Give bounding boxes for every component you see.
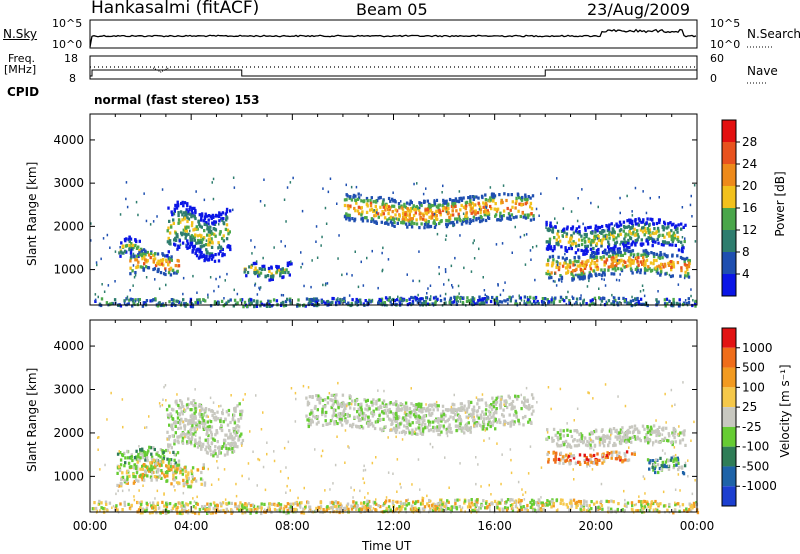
colorbar-tick-label: 8	[742, 245, 750, 259]
colorbar-segment	[722, 120, 736, 142]
colorbar-segment	[722, 367, 736, 388]
colorbar-segment	[722, 164, 736, 186]
echo-region-8	[545, 248, 691, 282]
noise-panel-frame	[89, 19, 698, 49]
colorbar-segment	[722, 230, 736, 252]
freq-tick-low: 8	[69, 72, 76, 85]
freq-unit-label: [MHz]	[4, 63, 37, 76]
colorbar-segment	[722, 142, 736, 164]
echo-region-4	[165, 397, 245, 458]
colorbar-velocity: 1000 500 100 25 -25 -100 -500 -1000	[721, 327, 777, 507]
nsearch-label: N.Search	[747, 27, 800, 41]
echo-region-7	[545, 424, 687, 450]
y-tick-label: 1000	[53, 469, 84, 483]
x-tick-label: 00:00	[680, 519, 715, 533]
power-colorbar-label: Power [dB]	[773, 171, 787, 237]
speckle	[90, 176, 697, 307]
y-tick-label: 2000	[53, 426, 84, 440]
colorbar-segment	[722, 252, 736, 274]
colorbar-tick-label: 24	[742, 157, 757, 171]
colorbar-segment	[722, 446, 736, 467]
nave-label: Nave	[747, 64, 778, 78]
nsearch-tick-high: 10^5	[710, 17, 741, 30]
colorbar-segment	[722, 186, 736, 208]
panel-velocity: 1000 2000 3000 4000	[53, 319, 700, 516]
colorbar-segment	[722, 347, 736, 368]
beam-title: Beam 05	[356, 0, 428, 19]
velocity-ylabel: Slant Range [km]	[25, 367, 39, 472]
frequency-line	[90, 69, 697, 77]
x-tick-label: 12:00	[376, 519, 411, 533]
echo-region-4	[166, 200, 232, 263]
x-tick-label: 08:00	[275, 519, 310, 533]
cpid-mode-text: normal (fast stereo) 153	[94, 93, 260, 107]
colorbar-tick-label: 500	[742, 361, 765, 375]
colorbar-power: 4 8 12 16 20 24 28	[721, 119, 757, 297]
station-title: Hankasalmi (fitACF)	[91, 0, 260, 18]
freq-label: Freq.	[8, 52, 36, 65]
colorbar-segment	[722, 208, 736, 230]
panel-power: 1000 2000 3000 4000	[53, 113, 698, 309]
colorbar-tick-label: 12	[742, 223, 757, 237]
colorbar-tick-label: -500	[742, 459, 769, 473]
colorbar-tick-label: 100	[742, 380, 765, 394]
freq-tick-high: 18	[64, 52, 78, 65]
colorbar-tick-label: 25	[742, 400, 757, 414]
nsearch-tick-low: 10^0	[710, 38, 741, 51]
echo-region-5	[243, 261, 293, 282]
colorbar-tick-label: 20	[742, 179, 757, 193]
x-tick-label: 04:00	[174, 519, 209, 533]
echo-region-6	[546, 450, 636, 466]
x-axis-title: Time UT	[362, 539, 412, 553]
nave-tick-high: 60	[710, 52, 724, 65]
colorbar-tick-label: -25	[742, 420, 762, 434]
colorbar-tick-label: -1000	[742, 479, 777, 493]
colorbar-segment	[722, 407, 736, 427]
echo-region-8	[646, 455, 687, 476]
velocity-colorbar-label: Velocity [m s⁻¹]	[778, 364, 792, 458]
echo-region-6	[343, 192, 535, 230]
echo-region-5	[305, 393, 535, 437]
date-title: 23/Aug/2009	[587, 0, 691, 19]
echo-region-2	[116, 445, 181, 467]
nave-dip	[152, 67, 169, 73]
colorbar-tick-label: -100	[742, 440, 769, 454]
nsky-tick-high: 10^5	[52, 17, 83, 30]
colorbar-segment	[722, 274, 736, 296]
colorbar-segment	[722, 426, 736, 447]
colorbar-tick-label: 4	[742, 267, 750, 281]
y-tick-label: 4000	[53, 339, 84, 353]
y-tick-label: 1000	[53, 263, 84, 277]
echo-region-3	[129, 248, 181, 277]
nsky-tick-low: 10^0	[52, 38, 83, 51]
echo-region-7	[545, 217, 687, 256]
y-tick-label: 2000	[53, 219, 84, 233]
y-tick-label: 4000	[53, 133, 84, 147]
y-tick-label: 3000	[53, 176, 84, 190]
nave-tick-low: 0	[710, 72, 717, 85]
panel-frame	[89, 113, 698, 306]
colorbar-segment	[722, 466, 736, 487]
colorbar-segment	[722, 486, 736, 506]
colorbar-tick-label: 28	[742, 135, 757, 149]
x-tick-label: 20:00	[579, 519, 614, 533]
colorbar-segment	[722, 387, 736, 408]
colorbar-tick-label: 16	[742, 201, 757, 215]
noise-sky-line	[89, 28, 697, 48]
cpid-label: CPID	[7, 85, 40, 99]
colorbar-frame	[721, 327, 737, 507]
colorbar-segment	[722, 328, 736, 348]
echo-region-3	[116, 458, 207, 489]
x-tick-label: 16:00	[477, 519, 512, 533]
x-tick-label: 00:00	[73, 519, 108, 533]
nsky-label: N.Sky	[3, 27, 38, 41]
colorbar-tick-label: 1000	[742, 341, 773, 355]
y-tick-label: 3000	[53, 383, 84, 397]
power-ylabel: Slant Range [km]	[25, 161, 39, 266]
